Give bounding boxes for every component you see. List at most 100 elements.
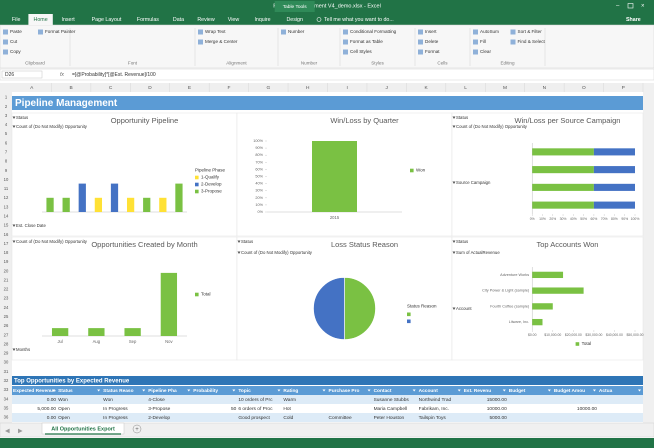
ribbon-button-icon[interactable] [418, 49, 423, 55]
ribbon-tab[interactable]: Review [197, 17, 215, 23]
ribbon-tab[interactable]: Inquire [254, 17, 270, 23]
table-cell[interactable]: 6 orders of Proc [238, 406, 273, 412]
table-cell[interactable]: Tailspin Toys [419, 415, 447, 421]
table-cell[interactable]: Maria Campbell [374, 406, 408, 412]
filter-icon[interactable] [12, 116, 16, 120]
pivot-field-button[interactable]: Est. Close Date [16, 223, 46, 228]
filter-dropdown[interactable] [457, 389, 461, 392]
table-cell[interactable]: Hot [283, 406, 291, 412]
table-header[interactable]: Actua [599, 388, 613, 394]
name-box[interactable] [1, 70, 43, 79]
table-header[interactable]: Rating [283, 388, 298, 394]
ribbon-button-icon[interactable] [3, 49, 8, 55]
filter-dropdown[interactable] [638, 389, 641, 392]
filter-icon[interactable] [452, 116, 456, 120]
filter-dropdown[interactable] [142, 389, 146, 392]
table-header[interactable]: Pipeline Pha [148, 388, 177, 394]
formula-text[interactable]: =[@Probability]*[@Est. Revenue]/100 [72, 72, 156, 78]
table-cell[interactable]: Good prospect [238, 415, 270, 421]
table-cell[interactable]: Committee [329, 415, 353, 421]
filter-dropdown[interactable] [367, 389, 371, 392]
table-cell[interactable]: Won [58, 397, 68, 403]
pivot-field-button[interactable]: Count of (Do Not Modify) Opportunity [16, 124, 88, 129]
filter-icon[interactable] [452, 181, 456, 185]
ribbon-button[interactable]: Find & Select [518, 39, 546, 44]
ribbon-button[interactable]: Cell Styles [350, 49, 372, 54]
filter-icon[interactable] [12, 125, 16, 129]
ribbon-tab[interactable]: Home [34, 17, 48, 23]
vertical-scrollbar[interactable] [643, 83, 654, 423]
table-header[interactable]: Contact [374, 388, 392, 394]
table-cell[interactable]: 4-Close [148, 397, 165, 403]
pivot-field-button[interactable]: Status [456, 239, 468, 244]
table-cell[interactable]: 50 [231, 406, 237, 412]
ribbon-button[interactable]: Cut [10, 39, 18, 44]
ribbon-button-icon[interactable] [281, 29, 286, 35]
ribbon-button-icon[interactable] [38, 29, 43, 35]
filter-dropdown[interactable] [232, 389, 236, 392]
new-sheet-plus[interactable]: + [135, 427, 139, 433]
ribbon-button[interactable]: Conditional Formatting [350, 29, 397, 34]
tab-scroll-right[interactable]: ▶ [18, 429, 23, 435]
filter-dropdown[interactable] [412, 389, 416, 392]
pivot-field-button[interactable]: Count of (Do Not Modify) Opportunity [456, 124, 528, 129]
table-cell[interactable]: 3-Propose [148, 406, 170, 412]
table-header[interactable]: Status Reaso [103, 388, 133, 394]
ribbon-button[interactable]: Insert [425, 29, 437, 34]
table-header[interactable]: Budget [509, 388, 526, 394]
ribbon-button-icon[interactable] [343, 39, 348, 45]
ribbon-button-icon[interactable] [418, 39, 423, 45]
ribbon-button-icon[interactable] [343, 49, 348, 55]
table-cell[interactable]: Fabrikam, Inc. [419, 406, 449, 412]
table-cell[interactable]: Susanne Stubbs [374, 397, 410, 403]
ribbon-button[interactable]: Fill [480, 39, 486, 44]
filter-dropdown[interactable] [187, 389, 191, 392]
ribbon-button-icon[interactable] [3, 39, 8, 45]
table-cell[interactable]: 15000.00 [487, 397, 507, 403]
table-cell[interactable]: Open [58, 415, 70, 421]
filter-icon[interactable] [12, 224, 16, 228]
filter-icon[interactable] [452, 240, 456, 244]
close[interactable]: × [641, 4, 645, 10]
table-cell[interactable]: 10000.00 [487, 406, 507, 412]
ribbon-button[interactable]: Delete [425, 39, 439, 44]
filter-dropdown[interactable] [322, 389, 326, 392]
ribbon-button[interactable]: Paste [10, 29, 22, 34]
minimize[interactable]: – [616, 4, 620, 10]
ribbon-tab[interactable]: View [228, 17, 240, 23]
filter-icon[interactable] [12, 348, 16, 352]
table-cell[interactable]: Open [58, 406, 70, 412]
ribbon-tab[interactable]: Design [286, 17, 303, 23]
tell-me-box[interactable]: Tell me what you want to do... [324, 17, 394, 23]
table-header[interactable]: Expected Revenue [13, 388, 56, 394]
filter-dropdown[interactable] [97, 389, 101, 392]
ribbon-button-icon[interactable] [198, 39, 203, 45]
table-cell[interactable]: Cold [283, 415, 293, 421]
table-cell[interactable]: 2-Develop [148, 415, 170, 421]
ribbon-button-icon[interactable] [510, 29, 516, 35]
new-sheet-button[interactable] [132, 424, 142, 434]
pivot-field-button[interactable]: Source Campaign [456, 180, 491, 185]
ribbon-button-icon[interactable] [3, 29, 8, 35]
table-cell[interactable]: Northwind Trad [419, 397, 452, 403]
ribbon-button[interactable]: Clear [480, 49, 491, 54]
filter-icon[interactable] [452, 307, 456, 311]
ribbon-button[interactable]: Merge & Center [205, 39, 238, 44]
ribbon-tab[interactable]: Page Layout [92, 17, 122, 23]
filter-icon[interactable] [452, 125, 456, 129]
ribbon-button[interactable]: AutoSum [480, 29, 499, 34]
tab-selected[interactable] [28, 14, 53, 25]
table-header[interactable]: Purchase Pro [329, 388, 360, 394]
ribbon-button-icon[interactable] [473, 39, 478, 45]
table-header[interactable]: Est. Revenu [464, 388, 492, 394]
pivot-field-button[interactable]: Months [16, 347, 30, 352]
table-cell[interactable]: 10000.00 [577, 406, 597, 412]
ribbon-button[interactable]: Sort & Filter [518, 29, 543, 34]
filter-dropdown[interactable] [592, 389, 596, 392]
table-cell[interactable]: Warm [283, 397, 296, 403]
filter-dropdown[interactable] [547, 389, 551, 392]
filter-dropdown[interactable] [52, 389, 56, 392]
table-header[interactable]: Account [419, 388, 439, 394]
pivot-field-button[interactable]: Count of (Do Not Modify) Opportunity [241, 250, 313, 255]
table-cell[interactable]: Won [103, 397, 113, 403]
